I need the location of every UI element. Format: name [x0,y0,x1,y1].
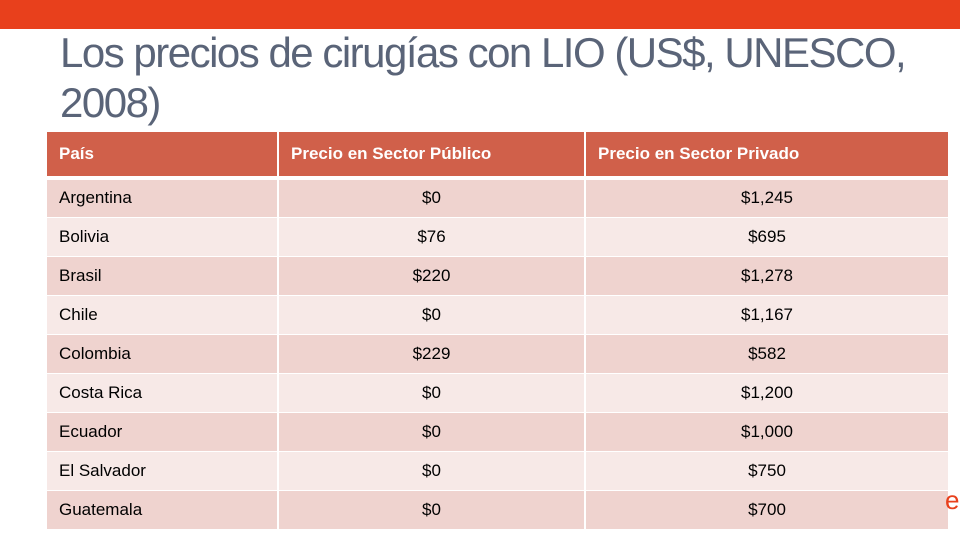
cell-country: Costa Rica [47,373,279,413]
cell-public-price: $0 [278,451,586,491]
table-row: Argentina $0 $1,245 [47,178,948,218]
table-row: Brasil $220 $1,278 [47,256,948,296]
cell-private-price: $1,200 [585,373,948,413]
cell-private-price: $582 [585,334,948,374]
cell-public-price: $220 [278,256,586,296]
cell-country: Ecuador [47,412,279,452]
table-row: Colombia $229 $582 [47,334,948,374]
table-row: Costa Rica $0 $1,200 [47,373,948,413]
cell-country: Guatemala [47,490,279,530]
cell-country: Colombia [47,334,279,374]
header-country: País [47,132,279,180]
clipped-logo-fragment: e [945,486,960,514]
cell-country: Chile [47,295,279,335]
price-table: País Precio en Sector Público Precio en … [47,132,948,530]
cell-private-price: $1,278 [585,256,948,296]
cell-private-price: $700 [585,490,948,530]
cell-public-price: $76 [278,217,586,257]
cell-public-price: $0 [278,295,586,335]
header-public-price: Precio en Sector Público [278,132,586,180]
table-row: Bolivia $76 $695 [47,217,948,257]
header-private-price: Precio en Sector Privado [585,132,948,180]
cell-country: Brasil [47,256,279,296]
table-header-row: País Precio en Sector Público Precio en … [47,132,948,180]
cell-country: Bolivia [47,217,279,257]
table-row: Ecuador $0 $1,000 [47,412,948,452]
cell-private-price: $1,167 [585,295,948,335]
table-row: Chile $0 $1,167 [47,295,948,335]
cell-private-price: $1,000 [585,412,948,452]
cell-public-price: $229 [278,334,586,374]
slide-title: Los precios de cirugías con LIO (US$, UN… [60,29,907,126]
cell-private-price: $750 [585,451,948,491]
table-row: El Salvador $0 $750 [47,451,948,491]
cell-public-price: $0 [278,412,586,452]
cell-private-price: $1,245 [585,178,948,218]
cell-private-price: $695 [585,217,948,257]
table-row: Guatemala $0 $700 [47,490,948,530]
cell-country: Argentina [47,178,279,218]
cell-public-price: $0 [278,178,586,218]
cell-public-price: $0 [278,373,586,413]
cell-country: El Salvador [47,451,279,491]
cell-public-price: $0 [278,490,586,530]
top-accent-bar [0,0,960,29]
